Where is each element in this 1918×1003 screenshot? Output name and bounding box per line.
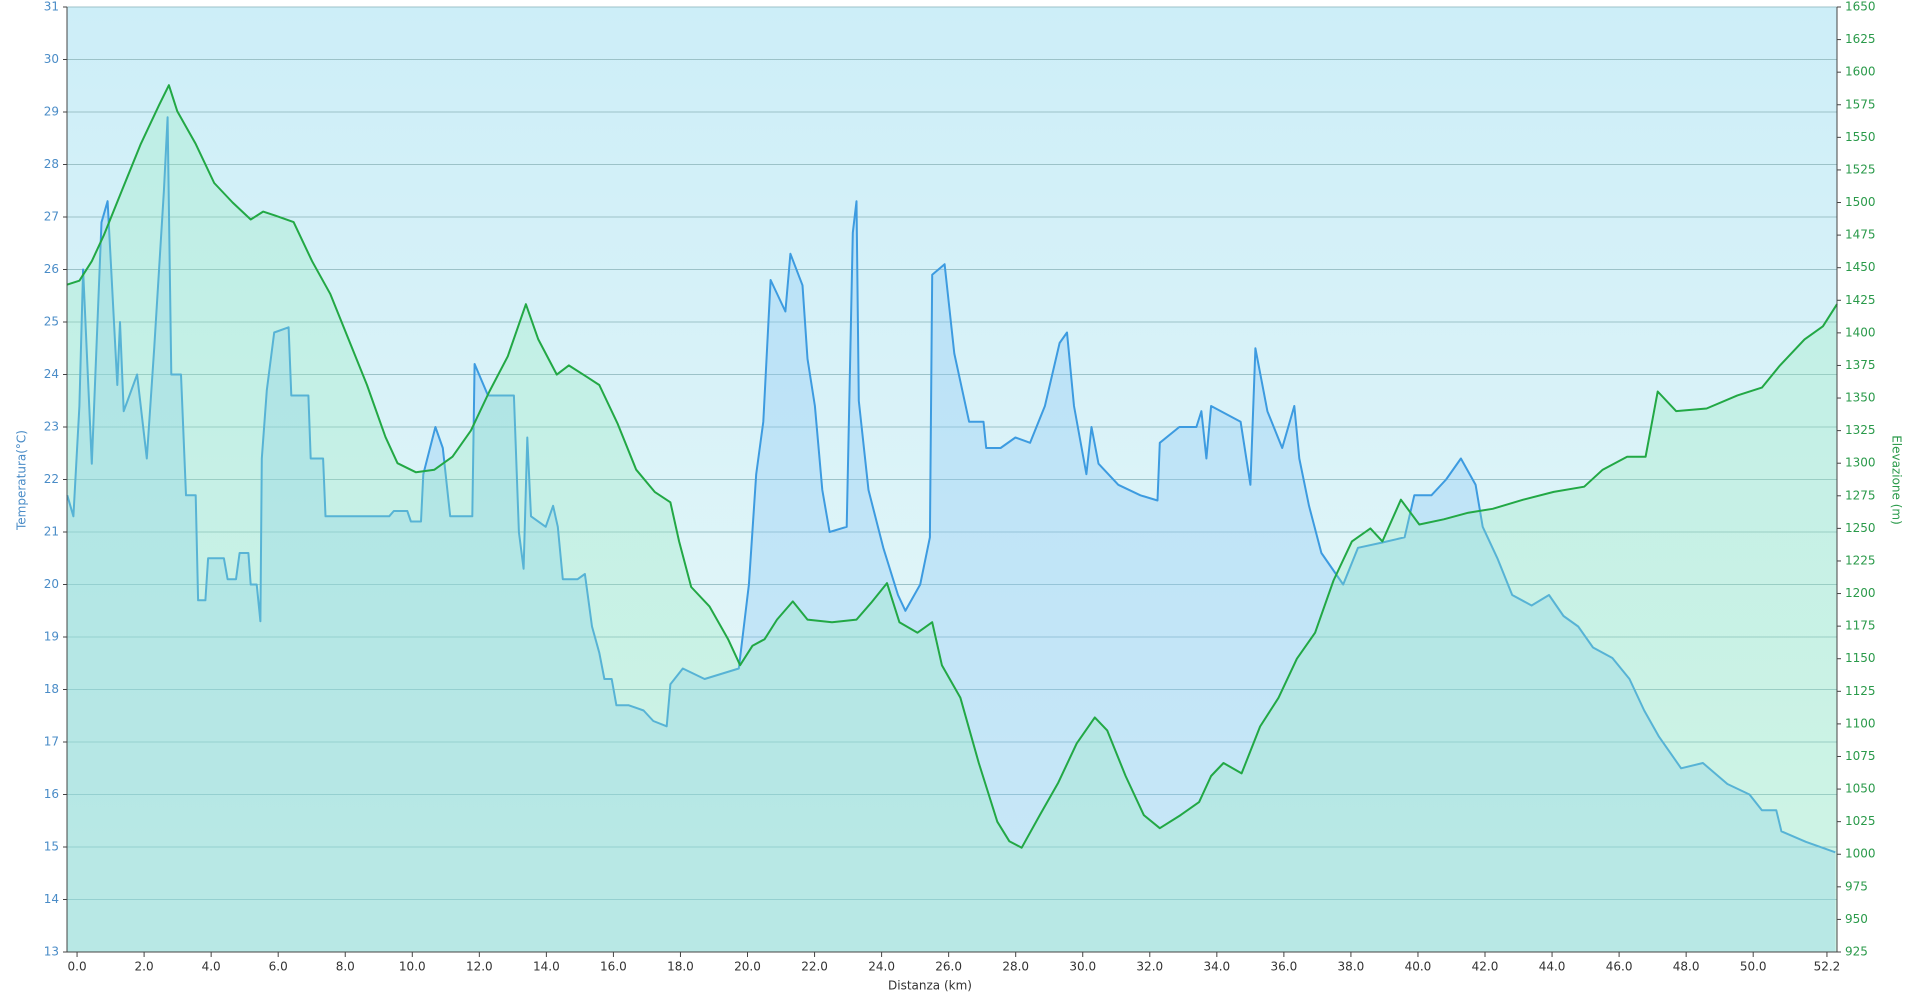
x-tick-label: 32.0 — [1136, 960, 1163, 974]
y2-tick-label: 1025 — [1845, 814, 1876, 828]
y2-tick-label: 1275 — [1845, 488, 1876, 502]
x-tick-label: 10.0 — [399, 960, 426, 974]
y-tick-label: 22 — [44, 472, 59, 486]
x-tick-label: 38.0 — [1338, 960, 1365, 974]
x-tick-label: 0.0 — [68, 960, 87, 974]
x-tick-label: 42.0 — [1472, 960, 1499, 974]
x-tick-label: 28.0 — [1002, 960, 1029, 974]
x-tick-label: 12.0 — [466, 960, 493, 974]
x-tick-label: 46.0 — [1606, 960, 1633, 974]
y2-tick-label: 1150 — [1845, 651, 1876, 665]
y-tick-label: 27 — [44, 210, 59, 224]
y2-tick-label: 1225 — [1845, 553, 1876, 567]
y2-tick-label: 1450 — [1845, 260, 1876, 274]
y2-tick-label: 1500 — [1845, 195, 1876, 209]
y-tick-label: 15 — [44, 840, 59, 854]
y-tick-label: 16 — [44, 787, 59, 801]
x-tick-label: 34.0 — [1203, 960, 1230, 974]
y-tick-label: 14 — [44, 892, 59, 906]
y2-tick-label: 1575 — [1845, 97, 1876, 111]
x-tick-label: 18.0 — [667, 960, 694, 974]
y-tick-label: 17 — [44, 735, 59, 749]
y2-axis-title: Elevazione (m) — [1890, 435, 1904, 525]
y-tick-label: 23 — [44, 420, 59, 434]
y2-tick-label: 975 — [1845, 879, 1868, 893]
series-line — [66, 84, 1838, 849]
y2-tick-label: 1550 — [1845, 130, 1876, 144]
x-tick-label: 8.0 — [336, 960, 355, 974]
y2-tick-label: 1250 — [1845, 521, 1876, 535]
y2-tick-label: 1175 — [1845, 619, 1876, 633]
y-tick-label: 29 — [44, 105, 59, 119]
y-tick-label: 13 — [44, 945, 59, 959]
y2-tick-label: 1400 — [1845, 325, 1876, 339]
y-tick-label: 21 — [44, 525, 59, 539]
x-tick-label: 4.0 — [202, 960, 221, 974]
y2-tick-label: 1425 — [1845, 293, 1876, 307]
x-axis-title: Distanza (km) — [888, 979, 972, 993]
area-fill — [67, 85, 1837, 952]
y-axis-title: Temperatura(°C) — [15, 430, 29, 531]
x-tick-label: 16.0 — [600, 960, 627, 974]
y2-tick-label: 1375 — [1845, 358, 1876, 372]
x-tick-label: 24.0 — [868, 960, 895, 974]
x-tick-label: 48.0 — [1673, 960, 1700, 974]
y2-tick-label: 1650 — [1845, 0, 1876, 14]
y2-tick-label: 925 — [1845, 945, 1868, 959]
y2-tick-label: 1050 — [1845, 782, 1876, 796]
y2-tick-label: 1100 — [1845, 716, 1876, 730]
x-tick-label: 36.0 — [1271, 960, 1298, 974]
y2-tick-label: 1000 — [1845, 847, 1876, 861]
y-tick-label: 25 — [44, 315, 59, 329]
y2-tick-label: 1600 — [1845, 65, 1876, 79]
y-tick-label: 30 — [44, 52, 59, 66]
y2-tick-label: 1525 — [1845, 162, 1876, 176]
y-tick-label: 18 — [44, 682, 59, 696]
x-tick-label: 14.0 — [533, 960, 560, 974]
y2-tick-label: 950 — [1845, 912, 1868, 926]
x-tick-label: 44.0 — [1539, 960, 1566, 974]
series-line — [66, 116, 1836, 854]
y2-tick-label: 1300 — [1845, 456, 1876, 470]
y2-tick-label: 1325 — [1845, 423, 1876, 437]
x-tick-label: 52.2 — [1814, 960, 1841, 974]
area-fill — [67, 117, 1836, 953]
y-tick-label: 20 — [44, 577, 59, 591]
x-tick-label: 6.0 — [269, 960, 288, 974]
y2-tick-label: 1350 — [1845, 391, 1876, 405]
y-tick-label: 31 — [44, 0, 59, 14]
x-tick-label: 40.0 — [1405, 960, 1432, 974]
y2-tick-label: 1625 — [1845, 32, 1876, 46]
y2-tick-label: 1125 — [1845, 684, 1876, 698]
y2-tick-label: 1200 — [1845, 586, 1876, 600]
y-tick-label: 19 — [44, 630, 59, 644]
x-tick-label: 22.0 — [801, 960, 828, 974]
x-tick-label: 20.0 — [734, 960, 761, 974]
x-tick-label: 30.0 — [1069, 960, 1096, 974]
y-tick-label: 28 — [44, 157, 59, 171]
y2-tick-label: 1475 — [1845, 228, 1876, 242]
y2-tick-label: 1075 — [1845, 749, 1876, 763]
x-tick-label: 50.0 — [1740, 960, 1767, 974]
x-tick-label: 26.0 — [935, 960, 962, 974]
y-tick-label: 24 — [44, 367, 59, 381]
x-tick-label: 2.0 — [135, 960, 154, 974]
y-tick-label: 26 — [44, 262, 59, 276]
